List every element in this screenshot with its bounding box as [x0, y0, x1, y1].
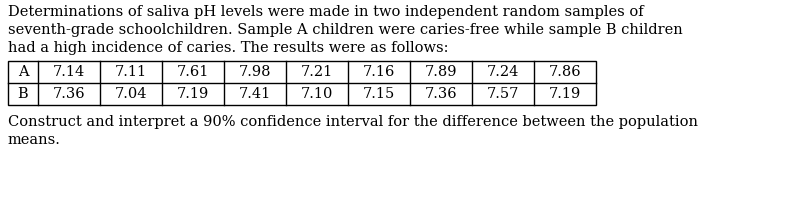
Text: 7.16: 7.16	[363, 65, 395, 79]
Text: 7.89: 7.89	[424, 65, 458, 79]
Text: 7.21: 7.21	[301, 65, 333, 79]
Text: 7.10: 7.10	[301, 87, 333, 101]
Text: 7.19: 7.19	[177, 87, 209, 101]
Text: 7.98: 7.98	[239, 65, 271, 79]
Text: 7.15: 7.15	[363, 87, 395, 101]
Text: means.: means.	[8, 133, 61, 147]
Text: A: A	[18, 65, 28, 79]
Text: 7.36: 7.36	[53, 87, 85, 101]
Text: 7.41: 7.41	[239, 87, 271, 101]
Text: 7.04: 7.04	[115, 87, 147, 101]
Text: 7.61: 7.61	[177, 65, 209, 79]
Text: 7.11: 7.11	[115, 65, 147, 79]
Text: 7.57: 7.57	[487, 87, 519, 101]
Text: 7.86: 7.86	[548, 65, 582, 79]
Text: Construct and interpret a 90% confidence interval for the difference between the: Construct and interpret a 90% confidence…	[8, 115, 698, 129]
Text: 7.36: 7.36	[424, 87, 458, 101]
Text: 7.24: 7.24	[487, 65, 519, 79]
Bar	[8, 61, 596, 105]
Text: Determinations of saliva pH levels were made in two independent random samples o: Determinations of saliva pH levels were …	[8, 5, 644, 19]
Text: 7.14: 7.14	[53, 65, 85, 79]
Text: 7.19: 7.19	[549, 87, 581, 101]
Text: had a high incidence of caries. The results were as follows:: had a high incidence of caries. The resu…	[8, 41, 449, 55]
Text: B: B	[18, 87, 28, 101]
Text: seventh-grade schoolchildren. Sample A children were caries-free while sample B : seventh-grade schoolchildren. Sample A c…	[8, 23, 683, 37]
